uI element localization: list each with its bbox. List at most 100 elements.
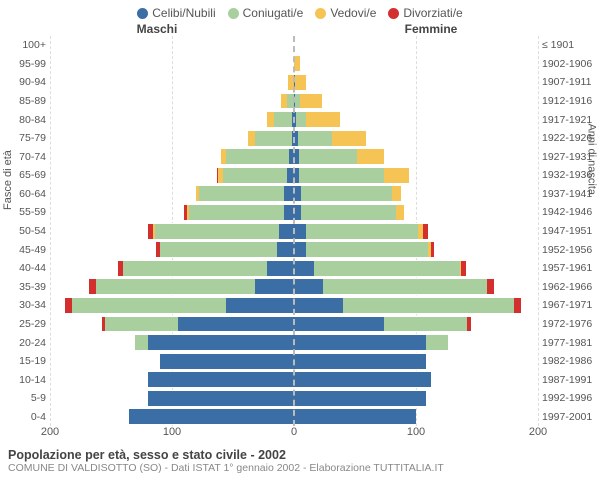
year-label: 1952-1956 — [538, 240, 600, 259]
bar-row — [50, 203, 294, 222]
year-label: ≤ 1901 — [538, 36, 600, 55]
year-label: 1957-1961 — [538, 259, 600, 278]
bar-segment-single — [294, 223, 306, 240]
year-label: 1977-1981 — [538, 333, 600, 352]
legend-item: Celibi/Nubili — [137, 6, 215, 20]
age-label: 25-29 — [0, 315, 50, 334]
bar-segment-widowed — [396, 204, 403, 221]
bar-row — [294, 222, 538, 241]
bar-row — [294, 352, 538, 371]
bar-row — [50, 370, 294, 389]
bar-row — [50, 166, 294, 185]
bar-segment-single — [294, 334, 426, 351]
age-label: 65-69 — [0, 166, 50, 185]
legend: Celibi/Nubili Coniugati/e Vedovi/e Divorzia… — [0, 0, 600, 22]
bar-segment-single — [160, 353, 294, 370]
bar-row — [50, 222, 294, 241]
bar-row — [294, 370, 538, 389]
column-headers: Maschi Femmine — [0, 22, 600, 36]
age-label: 15-19 — [0, 352, 50, 371]
bar-segment-married — [299, 148, 358, 165]
chart-title: Popolazione per età, sesso e stato civil… — [8, 448, 592, 462]
bar-row — [50, 147, 294, 166]
bar-segment-widowed — [306, 111, 340, 128]
x-tick: 200 — [41, 426, 59, 438]
bar-segment-married — [426, 334, 448, 351]
year-label: 1907-1911 — [538, 73, 600, 92]
bar-row — [50, 259, 294, 278]
female-side — [294, 36, 538, 426]
year-label: 1982-1986 — [538, 352, 600, 371]
bar-segment-single — [255, 278, 294, 295]
legend-label: Celibi/Nubili — [152, 6, 215, 20]
year-label: 1917-1921 — [538, 110, 600, 129]
age-label: 0-4 — [0, 408, 50, 427]
bar-segment-married — [72, 297, 226, 314]
bar-row — [50, 36, 294, 55]
bar-segment-married — [255, 130, 292, 147]
bar-segment-single — [294, 353, 426, 370]
bar-segment-divorced — [65, 297, 72, 314]
bar-row — [294, 203, 538, 222]
bar-segment-single — [294, 241, 306, 258]
age-label: 20-24 — [0, 333, 50, 352]
bar-segment-married — [306, 241, 428, 258]
bar-row — [50, 92, 294, 111]
legend-item: Divorziati/e — [388, 6, 462, 20]
bar-segment-divorced — [514, 297, 521, 314]
bar-segment-single — [148, 371, 294, 388]
bar-row — [50, 110, 294, 129]
bar-row — [294, 389, 538, 408]
bar-segment-single — [294, 390, 426, 407]
legend-item: Coniugati/e — [228, 6, 304, 20]
age-label: 95-99 — [0, 55, 50, 74]
age-label: 45-49 — [0, 240, 50, 259]
bar-row — [294, 240, 538, 259]
bar-row — [294, 147, 538, 166]
bar-row — [294, 185, 538, 204]
bar-segment-married — [306, 223, 418, 240]
plot-area — [50, 36, 538, 426]
bar-row — [50, 315, 294, 334]
bar-row — [50, 240, 294, 259]
bar-segment-single — [148, 334, 294, 351]
bar-segment-single — [294, 371, 431, 388]
x-tick: 100 — [407, 426, 425, 438]
bar-segment-single — [129, 408, 294, 425]
bar-segment-widowed — [295, 74, 306, 91]
bar-segment-married — [155, 223, 279, 240]
legend-item: Vedovi/e — [315, 6, 376, 20]
chart-footer: Popolazione per età, sesso e stato civil… — [0, 444, 600, 474]
x-axis: 2001000100200 — [0, 426, 600, 444]
age-label: 75-79 — [0, 129, 50, 148]
year-label: 1967-1971 — [538, 296, 600, 315]
bar-row — [294, 333, 538, 352]
bar-segment-widowed — [332, 130, 366, 147]
bar-segment-widowed — [384, 167, 408, 184]
bar-row — [294, 296, 538, 315]
bar-segment-married — [384, 316, 467, 333]
year-label: 1962-1966 — [538, 278, 600, 297]
year-label: 1987-1991 — [538, 370, 600, 389]
age-label: 30-34 — [0, 296, 50, 315]
bar-row — [50, 185, 294, 204]
x-tick: 200 — [529, 426, 547, 438]
year-label: 1972-1976 — [538, 315, 600, 334]
bar-row — [294, 408, 538, 427]
bar-segment-married — [274, 111, 291, 128]
bar-segment-widowed — [392, 185, 402, 202]
pyramid-chart: 100+95-9990-9485-8980-8475-7970-7465-696… — [0, 36, 600, 426]
bar-row — [294, 73, 538, 92]
bar-segment-single — [277, 241, 294, 258]
bar-segment-married — [301, 204, 396, 221]
bar-segment-divorced — [487, 278, 494, 295]
year-label: 1997-2001 — [538, 408, 600, 427]
bar-segment-divorced — [89, 278, 96, 295]
bar-row — [294, 278, 538, 297]
age-label: 10-14 — [0, 370, 50, 389]
bar-row — [50, 333, 294, 352]
bar-segment-married — [123, 260, 267, 277]
year-label: 1937-1941 — [538, 185, 600, 204]
legend-dot — [228, 8, 239, 19]
x-tick: 100 — [163, 426, 181, 438]
